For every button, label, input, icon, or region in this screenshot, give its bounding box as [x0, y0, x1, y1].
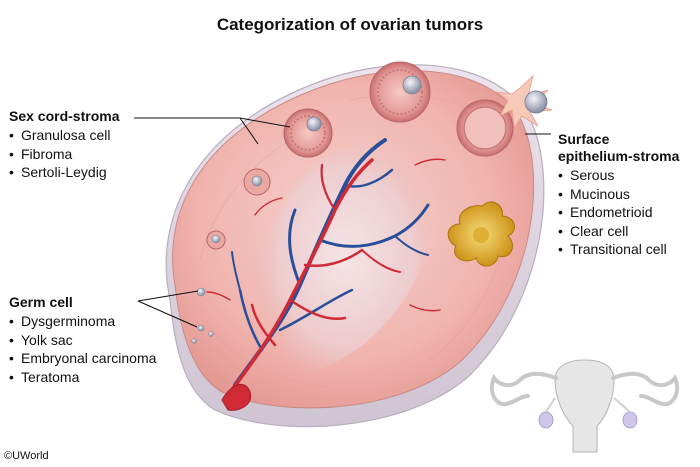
copyright-notice: ©UWorld: [4, 450, 49, 462]
uterus-adnexa-inset: [489, 359, 680, 453]
primordial-follicles: [191, 287, 214, 344]
list-item: • Mucinous: [558, 185, 630, 202]
leader-sex-cord-branch: [239, 117, 259, 145]
surface-epithelium-list: • Serous • Mucinous • Endometrioid • Clear c…: [558, 166, 679, 259]
surface-epithelium-heading-line2: epithelium-stroma: [558, 148, 680, 164]
list-item: • Endometrioid: [558, 204, 653, 220]
ovarian-follicles: [191, 61, 514, 344]
list-item: • Teratoma: [9, 368, 80, 385]
germ-cell-group: Germ cell • Dysgerminoma • Yolk sac • Embry…: [9, 294, 156, 386]
blood-vessels: [206, 138, 446, 411]
list-item: • Sertoli-Leydig: [9, 164, 107, 180]
diagram-title: Categorization of ovarian tumors: [216, 15, 484, 34]
list-item: • Yolk sac: [9, 331, 73, 348]
list-item: • Embryonal carcinoma: [9, 350, 157, 366]
sex-cord-stroma-group: Sex cord-stroma • Granulosa cell • Fibroma…: [9, 108, 119, 182]
leader-germ-cell-branch: [137, 300, 198, 328]
follicle-small-left: [243, 168, 271, 196]
leader-lines: [134, 117, 551, 328]
list-item: • Granulosa cell: [9, 127, 111, 143]
ovulation-site: [495, 74, 553, 130]
germ-cell-list: • Dysgerminoma • Yolk sac • Embryonal carci…: [9, 312, 156, 386]
list-item: • Serous: [558, 167, 615, 183]
corpus-albicans: [447, 201, 516, 267]
list-item: • Transitional cell: [558, 241, 667, 257]
follicle-large-right: [456, 99, 514, 157]
surface-epithelium-heading-line1: Surface: [558, 131, 610, 147]
follicle-medium: [283, 108, 333, 158]
follicle-large-top: [369, 61, 431, 123]
sex-cord-stroma-heading: Sex cord-stroma: [9, 108, 120, 124]
list-item: • Dysgerminoma: [9, 313, 116, 329]
follicle-tiny-left: [206, 230, 226, 250]
leader-germ-cell: [137, 290, 199, 302]
surface-epithelium-stroma-group: Surface epithelium-stroma • Serous • Mucin…: [558, 131, 679, 259]
list-item: • Clear cell: [558, 222, 629, 239]
germ-cell-heading: Germ cell: [9, 294, 73, 310]
list-item: • Fibroma: [9, 145, 73, 162]
sex-cord-stroma-list: • Granulosa cell • Fibroma • Sertoli-Leydig: [9, 126, 119, 182]
